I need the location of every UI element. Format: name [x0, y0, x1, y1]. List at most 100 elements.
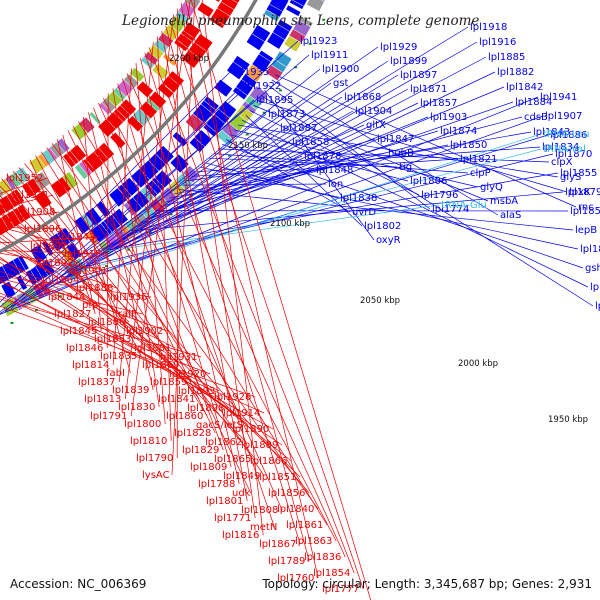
gene-label: glyS: [560, 172, 581, 183]
gene-label: lpl1840: [277, 504, 314, 515]
tick-mark: [322, 18, 326, 21]
feature-block: [252, 54, 271, 73]
feature-block: [292, 0, 307, 6]
gene-label: lpl1855: [560, 168, 597, 179]
feature-block: [139, 101, 158, 119]
leader-line: [140, 57, 240, 485]
leader-line: [93, 107, 224, 451]
feature-block: [136, 81, 154, 98]
gene-label: hubB: [388, 148, 414, 159]
scale-mark-label: 2050 kbp: [360, 296, 400, 306]
gene-label: lpl1810: [130, 436, 167, 447]
feature-block: [286, 5, 301, 17]
feature-block: [132, 108, 151, 127]
gene-label: clpP: [470, 168, 491, 179]
gene-label: lpl1874: [440, 126, 477, 137]
gene-label: lpl1867: [259, 539, 296, 550]
gene-label: lpl1879: [565, 187, 600, 198]
feature-block: [271, 59, 287, 73]
genome-backbone: [0, 0, 258, 254]
gene-label: lpl1911: [311, 50, 348, 61]
leader-line: [192, 158, 459, 177]
leader-line: [271, 79, 499, 216]
gene-label: lpl1931: [160, 352, 197, 363]
feature-block: [272, 24, 290, 40]
feature-block: [204, 96, 219, 110]
feature-block: [181, 30, 195, 42]
feature-block: [89, 112, 101, 124]
gene-label: lpl1936: [110, 292, 147, 303]
leader-line: [42, 133, 542, 292]
leader-line: [0, 213, 78, 264]
feature-block: [79, 117, 95, 134]
gene-label: lpl1849: [223, 471, 260, 482]
gene-label: gst: [333, 78, 349, 89]
leader-line: [0, 271, 168, 332]
gene-label: lpl1844: [48, 292, 85, 303]
leader-line: [0, 295, 265, 414]
gene-label: lpl1850: [450, 140, 487, 151]
feature-block: [71, 123, 88, 141]
scale-mark-label: 2000 kbp: [458, 359, 498, 369]
leader-line: [0, 211, 60, 221]
feature-block: [13, 189, 25, 203]
gene-label: lpl1866: [250, 456, 287, 467]
tick-mark: [245, 133, 249, 136]
gene-label: lpl1895: [256, 95, 293, 106]
feature-block: [98, 142, 115, 159]
leader-line: [234, 129, 479, 188]
gene-label: lpl1839: [112, 385, 149, 396]
feature-block: [74, 164, 88, 180]
gene-label: lpl1922: [244, 81, 281, 92]
leader-line: [118, 41, 154, 383]
feature-block: [123, 202, 136, 216]
feature-block: [16, 167, 30, 183]
gene-label: lysAC: [142, 470, 170, 481]
gene-label: lpl1800: [124, 419, 161, 430]
gene-label: lpl1865: [214, 454, 251, 465]
feature-block: [5, 176, 16, 190]
gene-label: lpl1893: [178, 386, 215, 397]
leader-line: [67, 130, 216, 434]
feature-block: [182, 50, 201, 69]
gene-label: lpl1816: [222, 530, 259, 541]
leader-line: [96, 102, 419, 258]
feature-block: [116, 105, 131, 119]
gene-label: lpl1859: [150, 377, 187, 388]
leader-line: [51, 143, 319, 510]
leader-line: [1, 178, 84, 281]
gene-label: lpl1891: [30, 241, 67, 252]
leader-line: [0, 252, 112, 272]
leader-line: [7, 174, 136, 340]
leader-line: [174, 131, 532, 195]
leader-line: [0, 258, 176, 349]
leader-line: [29, 159, 90, 298]
gene-label: lpl1921: [12, 190, 49, 201]
accession-text: Accession: NC_006369: [10, 577, 146, 591]
feature-block: [146, 98, 160, 112]
feature-block: [9, 171, 23, 188]
feature-block: [178, 2, 196, 19]
feature-block: [1, 214, 15, 231]
gene-label: lpl1809: [190, 462, 227, 473]
feature-block: [322, 0, 325, 2]
gene-label: tig: [399, 162, 412, 173]
gene-label: lpl1814: [72, 360, 109, 371]
gene-label: lpl1862: [205, 437, 242, 448]
rna-label: tRNA-Glu: [441, 200, 487, 211]
gene-label: pfp: [82, 300, 98, 311]
gene-label: lpl1771: [214, 513, 251, 524]
gene-label: lpl1888: [76, 283, 113, 294]
gene-label: lpl1856: [268, 488, 305, 499]
feature-block: [85, 151, 104, 171]
leader-line: [178, 189, 574, 231]
feature-block: [168, 71, 185, 86]
feature-block: [241, 74, 257, 88]
leader-line: [98, 102, 283, 511]
feature-block: [148, 153, 166, 172]
leader-line: [217, 148, 550, 163]
leader-line: [0, 203, 192, 383]
gene-label: lpl1835: [100, 351, 137, 362]
feature-block: [90, 223, 109, 242]
gene-label: lpl1887: [280, 123, 317, 134]
